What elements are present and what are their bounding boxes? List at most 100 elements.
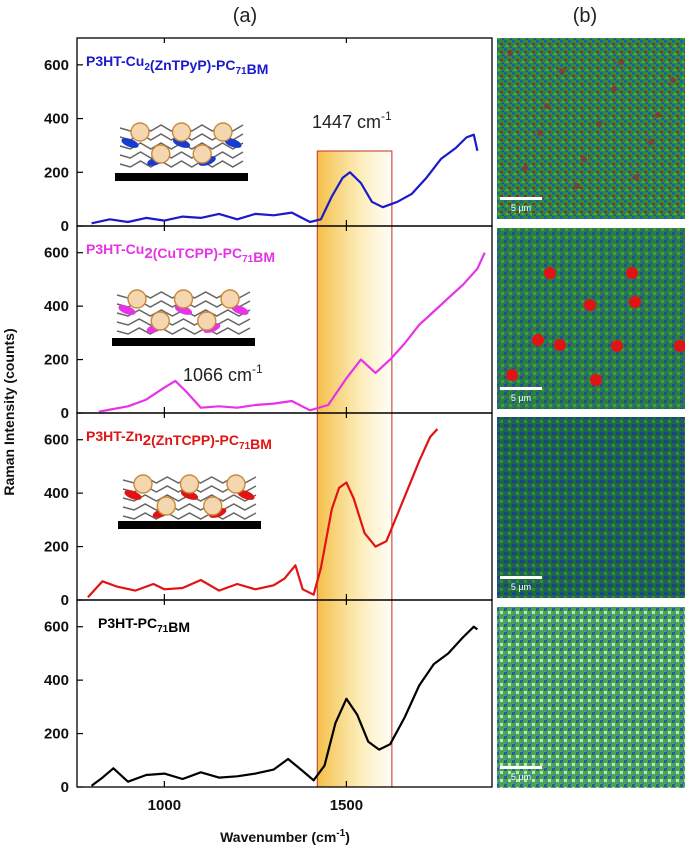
annotation-1447: 1447 cm-1	[312, 109, 392, 132]
fullerene-shape	[151, 144, 171, 164]
series-line-red	[87, 428, 439, 599]
y-tick-label: 600	[44, 432, 69, 449]
fullerene-shape	[192, 144, 212, 164]
scale-bar-label: 5 µm	[511, 203, 531, 213]
micrograph-1: 5 µm	[497, 38, 685, 219]
panel-label-a: (a)	[233, 5, 257, 27]
series-label-black: P3HT-PC71BM	[98, 615, 190, 635]
micrograph-2: 5 µm	[497, 228, 685, 409]
y-tick-label: 200	[44, 164, 69, 181]
micrograph-column: 5 µm 5 µm 5 µm 5 µm	[497, 38, 685, 788]
film-schematic	[112, 289, 255, 346]
red-speck	[596, 121, 602, 127]
red-speck	[559, 68, 565, 74]
red-speck	[611, 86, 617, 92]
series-label-part: 2	[143, 432, 151, 449]
series-label-part: P3HT-Zn	[86, 428, 143, 444]
scale-bar	[500, 197, 542, 200]
series-label-part: 2	[144, 245, 152, 262]
film-schematic	[115, 122, 248, 181]
series-label-part: P3HT-Cu	[86, 241, 144, 257]
scale-bar-label: 5 µm	[511, 393, 531, 403]
red-speck	[618, 59, 624, 65]
polymer-chain	[116, 327, 251, 335]
porphyrin-shape	[237, 490, 255, 500]
scale-bar	[500, 387, 542, 390]
fullerene-shape	[156, 496, 176, 516]
substrate-bar	[112, 338, 255, 346]
x-axis-title-main: Wavenumber (cm	[220, 829, 336, 845]
fullerene-shape	[127, 289, 147, 309]
fullerene-shape	[220, 289, 240, 309]
scale-bar-label: 5 µm	[511, 772, 531, 782]
x-axis-title-exp: -1	[336, 828, 345, 839]
series-label-part: (ZnTPyP)-PC	[150, 57, 236, 73]
red-speck	[537, 130, 543, 136]
series-label-part: BM	[253, 249, 275, 265]
series-label-part: BM	[168, 619, 190, 635]
fullerene-shape	[213, 122, 233, 142]
y-tick-label: 600	[44, 57, 69, 74]
polymer-chain	[122, 512, 257, 520]
red-speck	[522, 165, 528, 171]
red-spot	[506, 369, 518, 381]
porphyrin-shape	[121, 138, 139, 148]
porphyrin-shape	[118, 305, 136, 315]
red-spot	[532, 334, 544, 346]
scale-bar-label: 5 µm	[511, 582, 531, 592]
substrate-bar	[115, 173, 248, 181]
fullerene-shape	[130, 122, 150, 142]
series-label-part: (CuTCPP)-PC	[153, 245, 242, 261]
series-label-part: 71	[239, 441, 251, 452]
red-speck	[581, 156, 587, 162]
fullerene-shape	[171, 122, 192, 142]
porphyrin-shape	[224, 138, 242, 148]
x-axis-title: Wavenumber (cm-1)	[220, 828, 350, 845]
red-spot	[544, 267, 556, 279]
panel-label-b: (b)	[573, 5, 597, 27]
series-label-part: BM	[250, 436, 272, 452]
red-spot	[626, 267, 638, 279]
series-label-magenta: P3HT-Cu2(CuTCPP)-PC71BM	[86, 241, 275, 265]
y-tick-label: 0	[61, 592, 69, 609]
y-tick-label: 200	[44, 726, 69, 743]
film-schematics	[112, 122, 261, 529]
y-tick-label: 200	[44, 352, 69, 369]
substrate-bar	[118, 521, 261, 529]
red-speck	[544, 103, 550, 109]
x-tick-label: 1000	[148, 797, 181, 814]
y-tick-label: 200	[44, 539, 69, 556]
red-spot	[584, 299, 596, 311]
y-tick-label: 600	[44, 619, 69, 636]
y-tick-label: 0	[61, 218, 69, 235]
y-tick-label: 400	[44, 485, 69, 502]
scale-bar	[500, 576, 542, 579]
annotation-1447-exp: -1	[381, 109, 392, 123]
y-tick-label: 0	[61, 779, 69, 796]
x-axis-title-close: )	[345, 829, 350, 845]
red-speck	[670, 77, 676, 83]
micrograph-4: 5 µm	[497, 607, 685, 788]
polymer-chain	[119, 151, 244, 159]
red-spot	[590, 374, 602, 386]
series-label-part: 71	[157, 624, 169, 635]
micrograph-3: 5 µm	[497, 417, 685, 598]
fullerene-shape	[226, 474, 246, 494]
red-speck	[648, 139, 654, 145]
series-label-part: P3HT-Cu	[86, 53, 144, 69]
series-line-magenta	[98, 252, 486, 413]
polymer-chain	[119, 160, 244, 168]
highlight-region	[316, 150, 393, 788]
annotation-1447-number: 1447	[312, 112, 352, 132]
annotation-1066-number: 1066	[183, 365, 223, 385]
series-label-part: 71	[235, 66, 247, 77]
y-tick-label: 400	[44, 298, 69, 315]
red-speck	[655, 112, 661, 118]
porphyrin-shape	[124, 490, 142, 500]
series-label-part: (ZnTCPP)-PC	[151, 432, 239, 448]
red-spot	[629, 296, 641, 308]
red-spot	[611, 340, 623, 352]
series-label-blue: P3HT-Cu2(ZnTPyP)-PC71BM	[86, 53, 268, 77]
annotation-1066-exp: -1	[252, 362, 263, 376]
